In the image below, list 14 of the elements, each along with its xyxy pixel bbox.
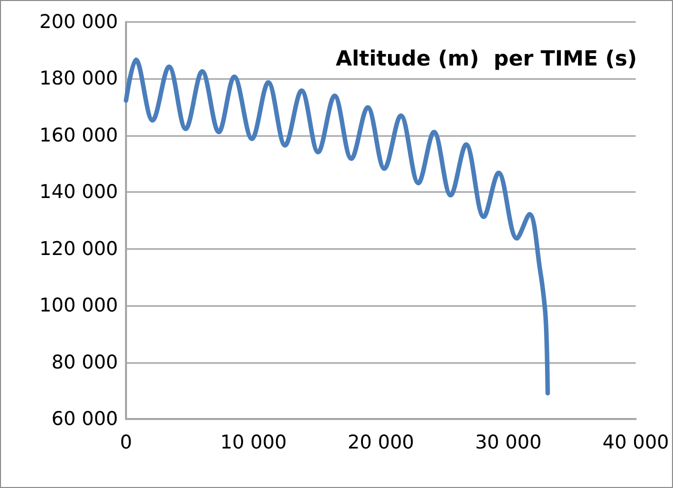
y-tick-label: 120 000 <box>39 238 118 260</box>
y-tick-label: 80 000 <box>52 351 118 374</box>
x-tick-label: 10 000 <box>220 432 287 454</box>
y-tick-label: 140 000 <box>39 181 118 204</box>
y-tick-label: 180 000 <box>39 68 118 90</box>
x-tick-label: 0 <box>120 432 132 454</box>
y-tick-label: 160 000 <box>39 124 118 146</box>
x-tick-label: 40 000 <box>602 432 669 454</box>
x-tick-label: 20 000 <box>348 432 414 454</box>
text: Altitude (m) per TIME (s) <box>336 46 638 70</box>
y-tick-label: 200 000 <box>39 11 118 33</box>
y-tick-label: 100 000 <box>39 294 118 317</box>
y-tick-label: 60 000 <box>52 408 118 430</box>
x-tick-label: 30 000 <box>475 432 542 454</box>
